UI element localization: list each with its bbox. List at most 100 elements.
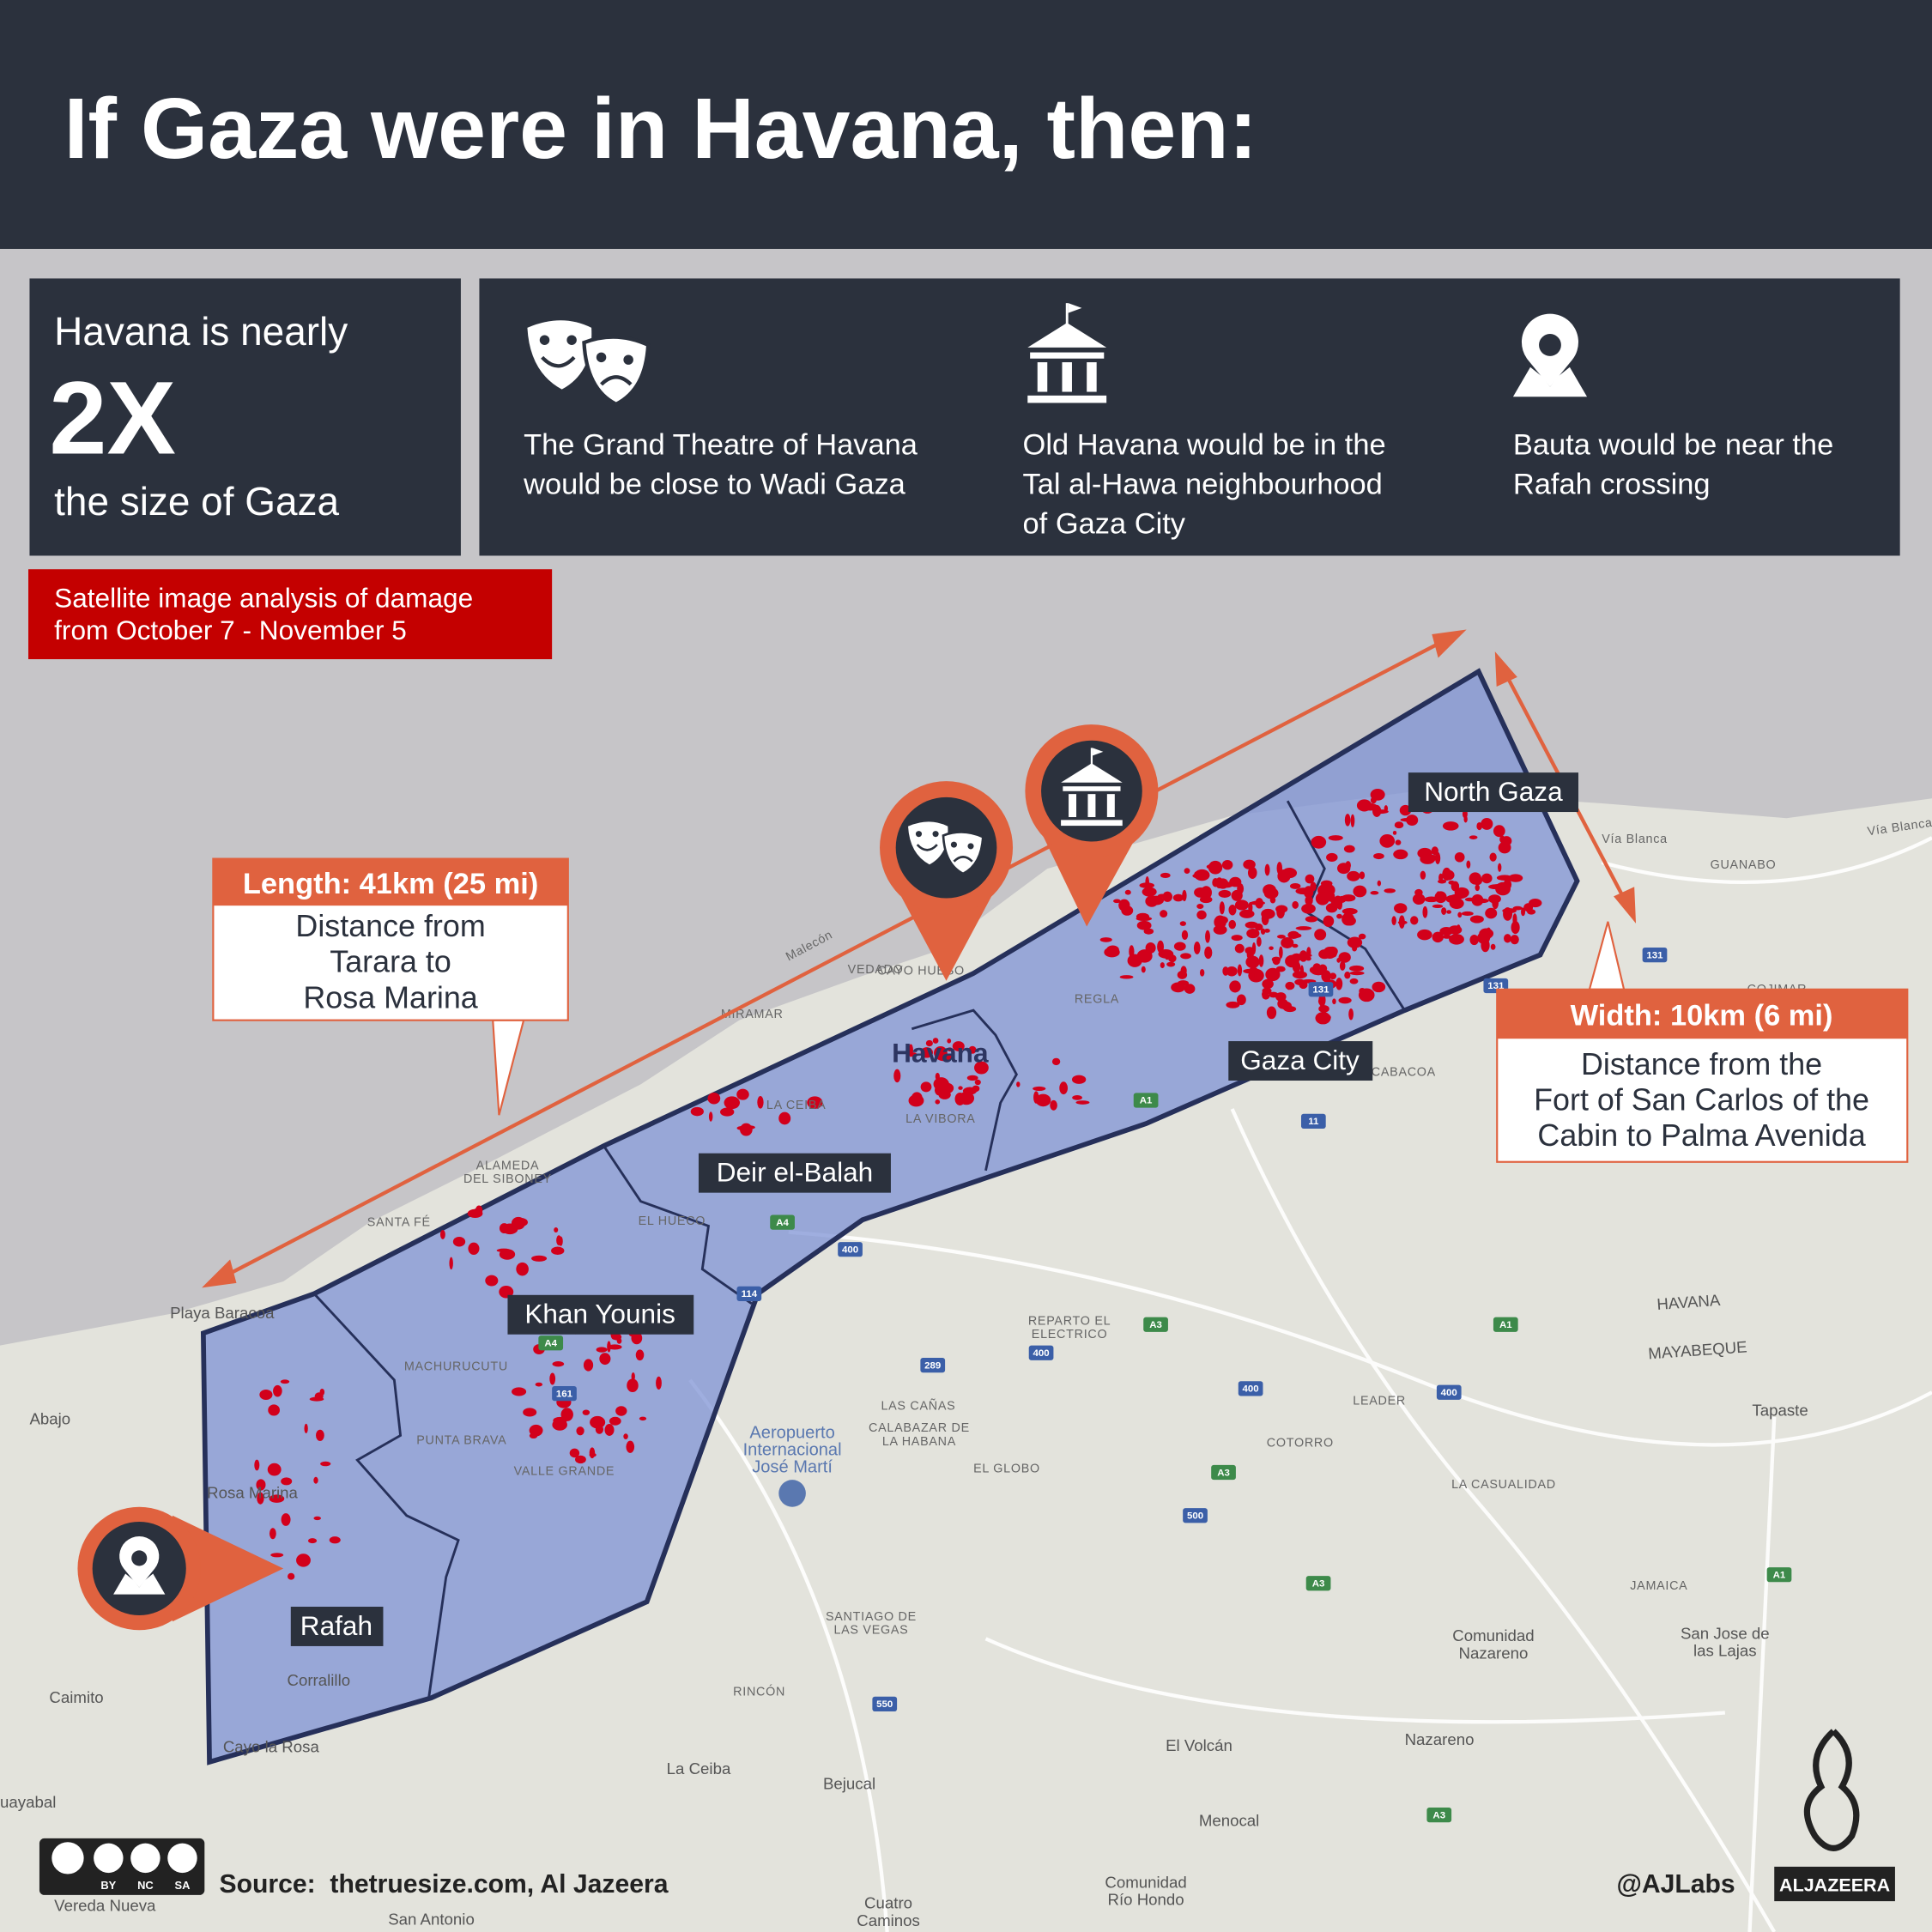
fact-text: Rafah crossing: [1513, 469, 1711, 501]
damage-spot: [1245, 921, 1258, 929]
region-labels: North Gaza Gaza City Deir el-Balah Khan …: [290, 772, 1578, 1646]
damage-spot: [1292, 900, 1299, 909]
callout-heading: Length: 41km (25 mi): [243, 868, 538, 900]
damage-spot: [1335, 978, 1343, 990]
road-number: 114: [742, 1289, 758, 1299]
damage-spot: [1318, 1004, 1329, 1013]
damage-spot: [972, 1085, 980, 1093]
damage-spot: [1205, 930, 1210, 943]
damage-spot: [1414, 888, 1423, 896]
damage-spot: [1145, 895, 1159, 907]
damage-spot: [607, 1341, 611, 1353]
damage-spot: [1504, 934, 1511, 943]
map-label: Corralillo: [287, 1671, 350, 1689]
region-label: Rafah: [300, 1610, 372, 1641]
damage-spot: [1312, 963, 1321, 972]
airport-icon: [778, 1480, 806, 1507]
damage-spot: [1301, 903, 1316, 914]
damage-spot: [467, 1208, 483, 1218]
map-label: Abajo: [29, 1410, 70, 1428]
damage-spot: [552, 1361, 565, 1367]
damage-spot: [1173, 942, 1186, 951]
handle: @AJLabs: [1616, 1870, 1735, 1899]
damage-spot: [281, 1513, 291, 1526]
damage-spot: [1165, 955, 1170, 960]
damage-spot: [1424, 896, 1438, 903]
pin-museum: [1025, 724, 1159, 927]
damage-spot: [690, 1106, 704, 1117]
damage-spot: [1341, 908, 1358, 915]
damage-spot: [485, 1275, 499, 1287]
damage-spot: [1485, 907, 1498, 919]
damage-spot: [1469, 915, 1484, 924]
map-label: EL GLOBO: [973, 1463, 1040, 1476]
pin-bauta: [77, 1506, 284, 1631]
damage-spot: [938, 1082, 954, 1094]
road-shield: [1183, 1508, 1208, 1523]
damage-spot: [1341, 894, 1356, 902]
map-label: VALLE GRANDE: [514, 1464, 615, 1478]
damage-spot: [1269, 946, 1274, 950]
damage-spot: [1221, 859, 1233, 870]
map-label: ELECTRICO: [1032, 1328, 1108, 1341]
damage-spot: [1384, 888, 1396, 893]
damage-spot: [1481, 873, 1493, 884]
road-number: A1: [1499, 1320, 1512, 1330]
damage-spot: [1432, 931, 1444, 943]
road-number: 550: [876, 1699, 893, 1710]
road-shield: [1300, 1113, 1326, 1129]
damage-spot: [1423, 854, 1439, 861]
road-number: A4: [776, 1218, 789, 1228]
damage-spot: [1236, 994, 1246, 1006]
damage-spot: [1118, 899, 1130, 911]
damage-spot: [1435, 851, 1441, 864]
damage-spot: [958, 1091, 975, 1105]
damage-spot: [1391, 916, 1396, 926]
road-shield: [1766, 1567, 1792, 1583]
damage-spot: [1292, 960, 1301, 973]
damage-spot: [1511, 921, 1520, 935]
map-label: CALABAZAR DE: [869, 1421, 970, 1435]
damage-spot: [1317, 1013, 1331, 1021]
arrow-head: [1432, 629, 1467, 658]
map-label: Nazareno: [1405, 1730, 1475, 1748]
damage-spot: [320, 1461, 331, 1467]
damage-spot: [1349, 971, 1365, 976]
map: Havana Playa Baracoa Abajo Caimito uayab…: [0, 668, 1932, 1932]
damage-spot: [1286, 982, 1291, 990]
width-callout: Width: 10km (6 mi) Distance from the For…: [1496, 921, 1909, 1163]
damage-spot: [1071, 1075, 1087, 1084]
damage-spot: [1182, 935, 1188, 940]
arrow-head: [202, 1259, 237, 1288]
damage-spot: [974, 1061, 989, 1075]
damage-spot: [1353, 885, 1367, 898]
damage-spot: [1492, 897, 1499, 910]
road-number: 289: [924, 1360, 941, 1371]
damage-spot: [1231, 935, 1243, 942]
damage-spot: [329, 1536, 341, 1544]
map-label: SANTIAGO DE: [826, 1610, 917, 1624]
damage-spot: [452, 1237, 466, 1247]
map-label: LA VIBORA: [905, 1112, 975, 1126]
damage-spot: [1249, 966, 1258, 975]
callout-text: Cabin to Palma Avenida: [1537, 1118, 1865, 1153]
damage-spot: [1231, 889, 1243, 901]
fact-text: Tal al-Hawa neighbourhood: [1023, 469, 1383, 501]
stat-box: [29, 278, 461, 556]
damage-spot: [288, 1572, 295, 1580]
damage-spot: [631, 1372, 635, 1381]
damage-spot: [1323, 915, 1335, 927]
map-label: REGLA: [1075, 993, 1119, 1007]
damage-spot: [656, 1376, 662, 1390]
map-label: Comunidad: [1105, 1873, 1186, 1891]
damage-spot: [1338, 996, 1352, 1004]
damage-spot: [1295, 926, 1312, 930]
map-label: El Volcán: [1166, 1736, 1232, 1754]
map-label: las Lajas: [1693, 1641, 1757, 1659]
damage-spot: [1275, 992, 1287, 1002]
damage-spot: [920, 1081, 932, 1093]
damage-spot: [560, 1408, 573, 1421]
damage-spot: [639, 1416, 647, 1421]
damage-spot: [604, 1424, 615, 1436]
